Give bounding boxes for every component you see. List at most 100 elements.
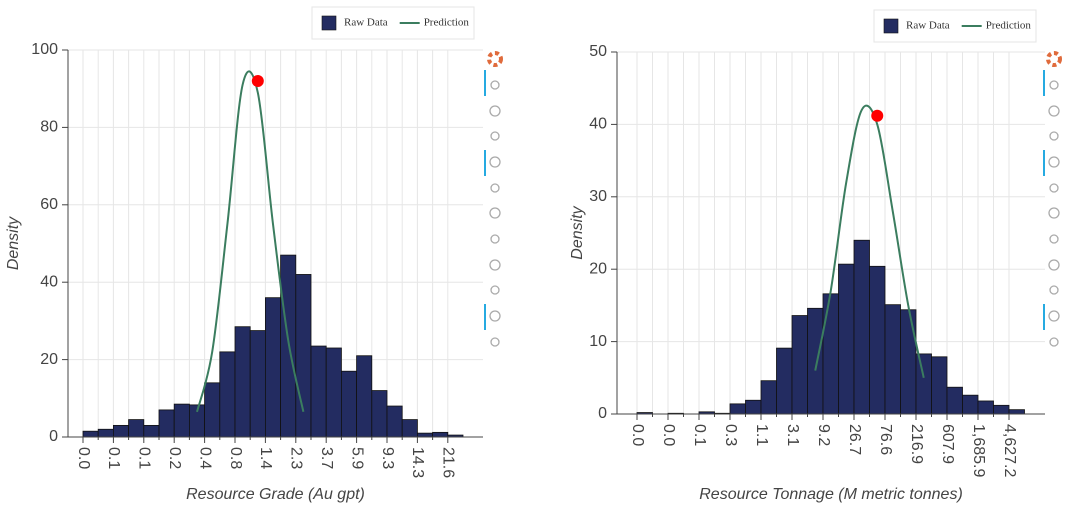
chart: 0 20 40 60 80 100 0.0 0.1 0.1 0.2 0.4 0.8 1.4 2.3 3.7 5…: [5, 6, 503, 503]
x-tick-label: 4,627.2: [1001, 424, 1018, 477]
x-tick-label: 0.2: [166, 447, 183, 469]
x-axis-title: Resource Grade (Au gpt): [186, 486, 365, 503]
tool-button[interactable]: [1049, 337, 1059, 347]
legend-label: Raw Data: [344, 17, 388, 29]
legend-box: [311, 6, 475, 40]
tool-button[interactable]: [490, 234, 500, 244]
x-tick-label: 0.0: [660, 424, 677, 446]
x-tick-label: 0.1: [105, 447, 122, 469]
tool-button[interactable]: [1049, 80, 1059, 90]
bar: [900, 309, 917, 415]
tool-button[interactable]: [489, 207, 501, 219]
x-tick-label: 0.1: [691, 424, 708, 446]
x-tick-label: 14.3: [409, 447, 426, 478]
bar: [776, 347, 793, 415]
bar: [128, 419, 145, 438]
bar: [884, 304, 901, 415]
highlight-point: [871, 109, 884, 122]
y-tick-label: 10: [589, 333, 607, 350]
tool-button[interactable]: [1048, 310, 1060, 322]
logo: [487, 51, 503, 67]
tool-button[interactable]: [489, 105, 501, 117]
tool-button[interactable]: [490, 80, 500, 90]
bar: [310, 345, 327, 438]
legend-label: Prediction: [986, 20, 1032, 32]
toolbar: [1043, 51, 1062, 347]
bar: [82, 430, 99, 438]
bar: [745, 399, 762, 415]
logo: [1046, 51, 1062, 67]
bar: [386, 405, 403, 438]
x-tick-label: 0.0: [629, 424, 646, 446]
tool-button[interactable]: [1048, 259, 1060, 271]
bar: [760, 380, 777, 415]
bar: [807, 307, 824, 415]
tool-button[interactable]: [489, 310, 501, 322]
tool-button[interactable]: [1049, 285, 1059, 295]
bar: [97, 428, 114, 438]
bar: [325, 347, 342, 438]
x-tick-label: 1.4: [257, 447, 274, 469]
legend-box: [873, 9, 1037, 43]
x-tick-label: 3.7: [318, 447, 335, 469]
prediction-line: [196, 70, 305, 413]
x-tick-label: 0.3: [722, 424, 739, 446]
bar: [869, 265, 886, 415]
bar: [234, 326, 251, 438]
legend-swatch: [883, 18, 899, 34]
tool-button[interactable]: [1049, 234, 1059, 244]
bar: [371, 390, 388, 438]
bar: [791, 315, 808, 415]
tool-button[interactable]: [490, 131, 500, 141]
highlight-point: [251, 74, 264, 87]
y-tick-label: 50: [589, 43, 607, 60]
bar: [143, 424, 160, 438]
x-axis-title: Resource Tonnage (M metric tonnes): [699, 486, 963, 503]
tool-button[interactable]: [489, 156, 501, 168]
bar: [249, 330, 266, 438]
y-tick-label: 100: [31, 41, 58, 58]
tool-button[interactable]: [490, 337, 500, 347]
tool-button[interactable]: [490, 183, 500, 193]
bar: [113, 424, 130, 438]
legend-swatch: [321, 15, 337, 31]
x-tick-label: 607.9: [939, 424, 956, 464]
bar: [204, 382, 221, 438]
x-tick-label: 0.8: [227, 447, 244, 469]
tool-button[interactable]: [1048, 105, 1060, 117]
tool-button[interactable]: [1049, 183, 1059, 193]
x-tick-label: 0.0: [75, 447, 92, 469]
x-tick-label: 21.6: [440, 447, 457, 478]
y-tick-label: 60: [40, 196, 58, 213]
bar: [173, 403, 190, 438]
x-tick-label: 76.6: [877, 424, 894, 455]
tool-button[interactable]: [1049, 131, 1059, 141]
prediction-line: [814, 104, 925, 379]
tool-button[interactable]: [489, 259, 501, 271]
bar: [977, 400, 994, 415]
bar: [264, 297, 281, 438]
x-tick-label: 1.1: [753, 424, 770, 446]
bar: [340, 370, 357, 438]
y-tick-label: 80: [40, 119, 58, 136]
x-tick-label: 9.3: [379, 447, 396, 469]
x-tick-label: 9.2: [815, 424, 832, 446]
legend-label: Raw Data: [906, 20, 950, 32]
tool-button[interactable]: [490, 285, 500, 295]
y-tick-label: 0: [49, 428, 58, 445]
bar: [356, 355, 373, 438]
tool-button[interactable]: [1048, 207, 1060, 219]
tool-button[interactable]: [1048, 156, 1060, 168]
x-tick-label: 0.4: [196, 447, 213, 469]
x-tick-label: 26.7: [846, 424, 863, 455]
y-tick-label: 20: [589, 260, 607, 277]
x-tick-label: 0.1: [136, 447, 153, 469]
x-tick-label: 1,685.9: [970, 424, 987, 477]
bar: [962, 394, 979, 415]
y-axis-title: Density: [569, 205, 586, 259]
bar: [822, 293, 839, 415]
toolbar: [484, 51, 503, 347]
bar: [1008, 409, 1025, 415]
chart: 0 10 20 30 40 50 0.0 0.0 0.1 0.3 1.1 3.1 9.2 26.7 76.6…: [569, 9, 1062, 503]
